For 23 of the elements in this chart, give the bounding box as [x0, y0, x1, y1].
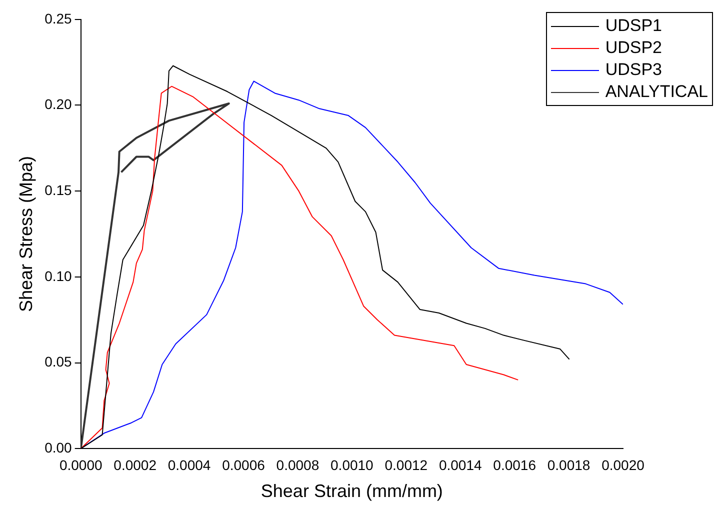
x-tick-label: 0.0000	[59, 456, 102, 473]
legend-label: UDSP1	[605, 15, 662, 37]
y-tick-label: 0.25	[44, 10, 72, 26]
x-tick-label: 0.0016	[493, 456, 536, 473]
y-tick-label: 0.15	[44, 182, 72, 198]
x-tick-label: 0.0008	[276, 456, 320, 473]
x-tick-label: 0.0012	[384, 456, 428, 473]
y-tick-label: 0.10	[44, 268, 72, 284]
x-tick-label: 0.0006	[222, 456, 266, 473]
x-tick-label: 0.0002	[114, 456, 157, 473]
y-axis-title: Shear Stress (Mpa)	[16, 156, 36, 312]
legend-label: ANALYTICAL	[605, 81, 708, 103]
x-tick-label: 0.0020	[602, 456, 645, 473]
legend-label: UDSP2	[605, 37, 662, 59]
x-tick-label: 0.0014	[438, 456, 482, 473]
legend-label: UDSP3	[605, 59, 662, 81]
x-axis-title: Shear Strain (mm/mm)	[260, 481, 443, 502]
x-tick-label: 0.0004	[168, 456, 211, 473]
x-tick-label: 0.0018	[547, 456, 590, 473]
x-tick-label: 0.0010	[330, 456, 374, 473]
y-tick-label: 0.20	[44, 96, 72, 112]
y-tick-label: 0.00	[44, 439, 72, 456]
y-tick-label: 0.05	[44, 354, 72, 370]
